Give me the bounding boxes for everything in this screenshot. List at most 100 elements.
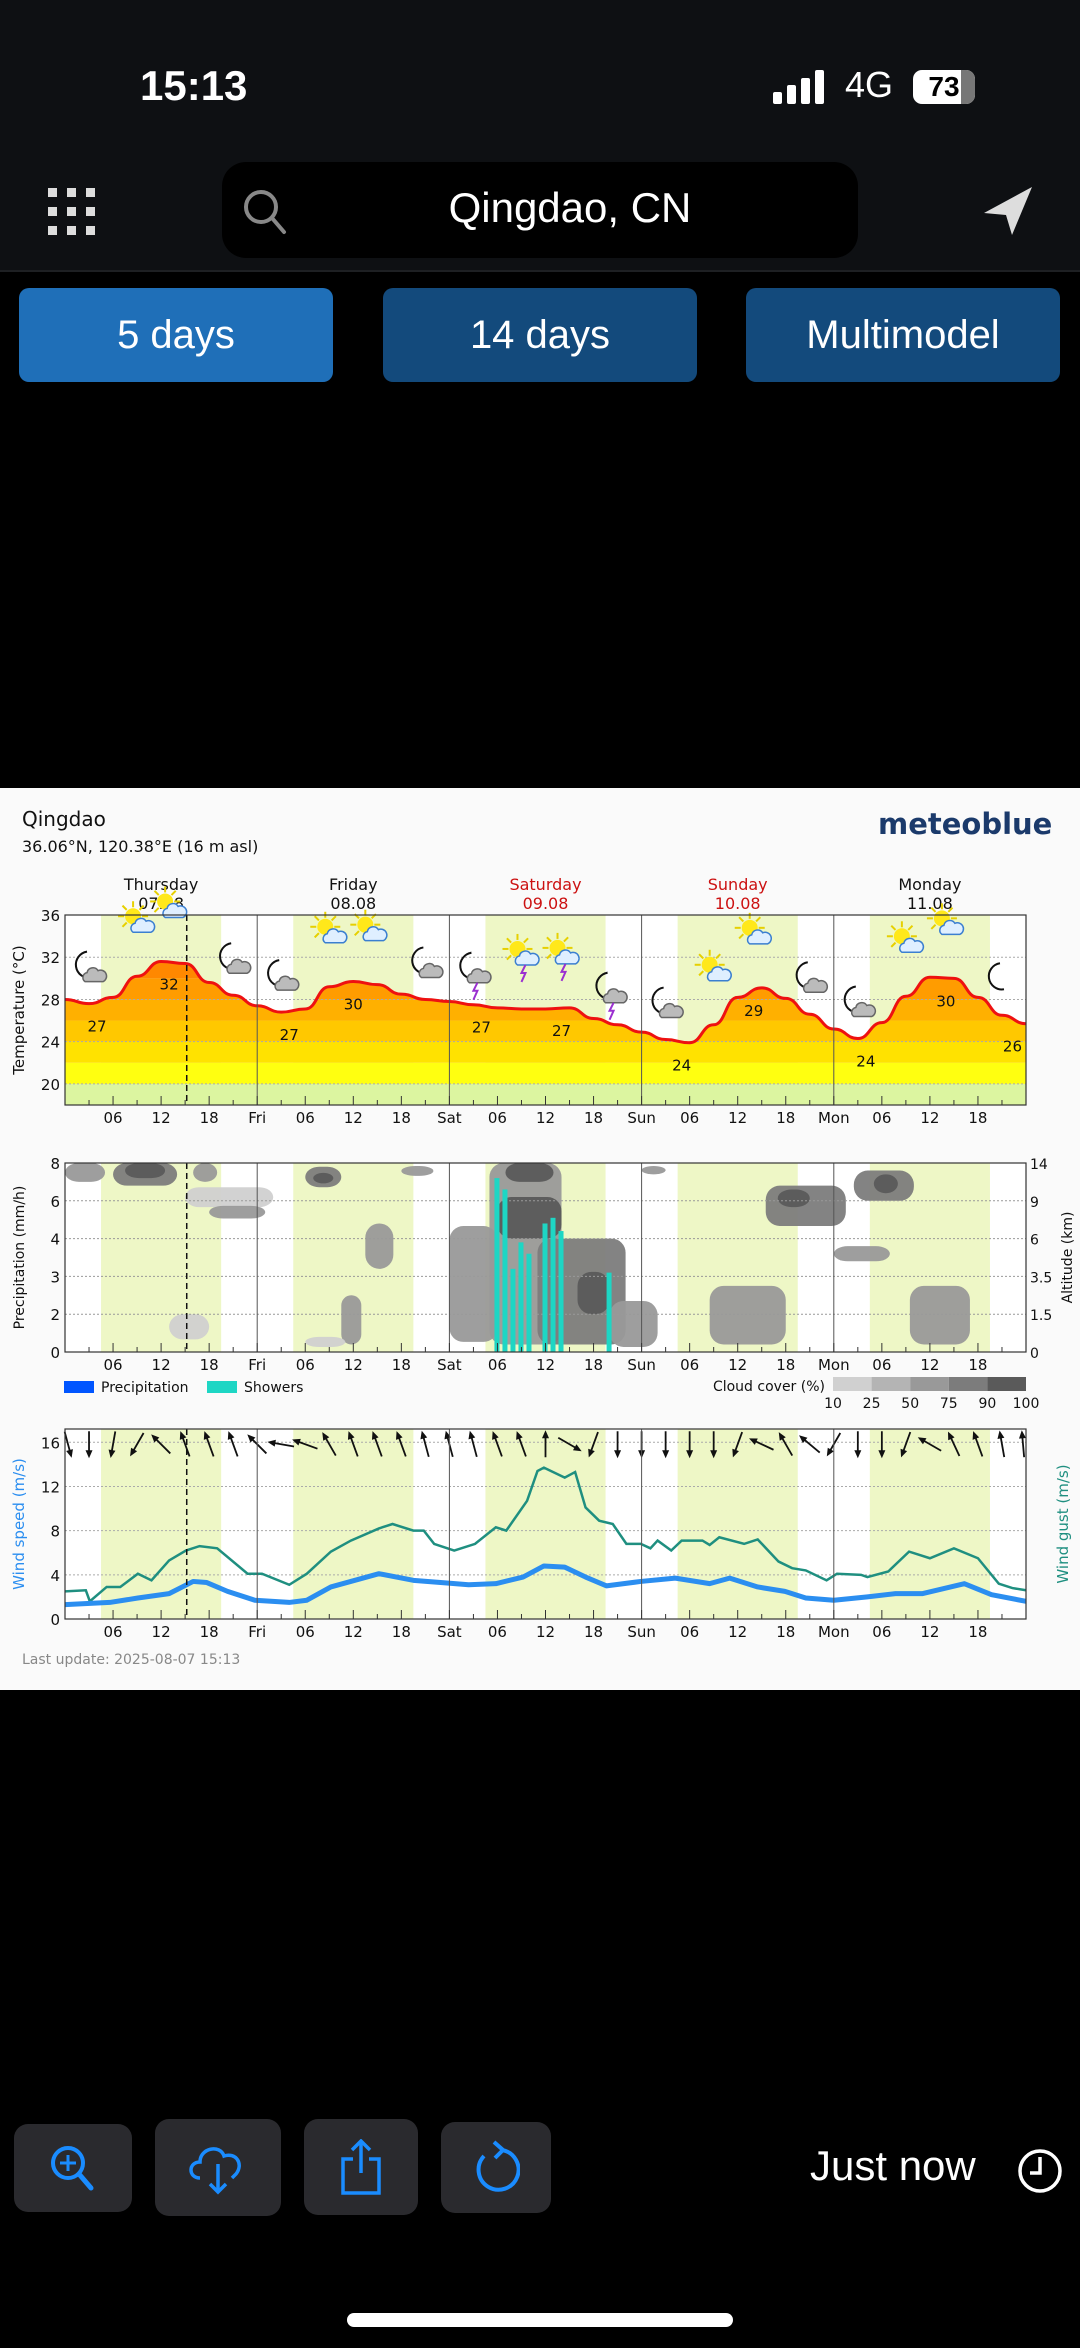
arrow-head (878, 1450, 886, 1459)
wind-x-tick-label: 06 (104, 1623, 123, 1641)
sun-cloud-icon (926, 903, 965, 936)
arrow-head (572, 1444, 582, 1452)
sun-ray (313, 932, 320, 939)
wind-direction-arrow (322, 1432, 337, 1456)
wind-direction-arrow (557, 1436, 582, 1452)
cloud-shape (226, 958, 252, 974)
cloud-shape (899, 937, 925, 954)
temp-x-tick-label: 18 (200, 1109, 219, 1127)
day-date: 08.08 (330, 894, 376, 913)
wind-direction-arrow (799, 1435, 821, 1454)
wind-direction-arrow (492, 1431, 503, 1457)
location-text: Qingdao, CN (448, 184, 692, 231)
wind-direction-arrow (686, 1431, 694, 1459)
shower-bar (558, 1231, 564, 1352)
wind-direction-arrow (1018, 1430, 1026, 1458)
wind-direction-arrow (108, 1431, 117, 1459)
precip-x-tick-label: Fri (248, 1356, 266, 1374)
search-icon (244, 190, 286, 234)
refresh-button[interactable] (441, 2122, 551, 2213)
location-search-input[interactable]: Qingdao, CN (222, 162, 858, 258)
sun-cloud-icon (734, 912, 772, 945)
arrow-head (203, 1431, 211, 1440)
temp-x-tick-label: 12 (152, 1109, 171, 1127)
day-name: Thursday (123, 875, 198, 894)
zoom-in-button[interactable] (14, 2124, 132, 2212)
temp-x-tick-label: 12 (536, 1109, 555, 1127)
sun-ray (153, 890, 160, 896)
precip-x-tick-label: 18 (392, 1356, 411, 1374)
arrow-head (151, 1434, 160, 1443)
day-date: 09.08 (523, 894, 569, 913)
download-button[interactable] (155, 2119, 281, 2216)
temp-x-tick-label: Mon (818, 1109, 850, 1127)
sun-ray (738, 933, 745, 940)
sun-ray (121, 921, 128, 928)
moon-cloud-icon (651, 986, 684, 1019)
arrow-head (614, 1450, 622, 1459)
sun-ray (930, 923, 937, 930)
tab-multimodel[interactable]: Multimodel (746, 288, 1060, 382)
sun-cloud-icon (886, 921, 925, 954)
arrow-head (778, 1432, 786, 1441)
wind-x-tick-label: 18 (584, 1623, 603, 1641)
temperature-label: 24 (856, 1053, 875, 1071)
cloud-shape (706, 966, 732, 982)
tab-14-days[interactable]: 14 days (383, 288, 697, 382)
cloud-shape (939, 919, 965, 936)
location-arrow-icon[interactable] (982, 185, 1034, 237)
arrow-head (130, 1447, 138, 1457)
lightning-bolt (559, 963, 568, 982)
clock-icon[interactable] (1016, 2147, 1064, 2195)
sun-ray (523, 937, 529, 944)
arrow-head (854, 1450, 862, 1459)
cloud-cover-patch (341, 1295, 362, 1345)
wind-y-tick-label: 4 (50, 1567, 60, 1585)
temperature-label: 29 (744, 1002, 763, 1020)
temp-x-tick-label: 06 (680, 1109, 699, 1127)
moon-cloud-icon (74, 950, 108, 983)
precip-x-tick-label: 18 (776, 1356, 795, 1374)
arrow-head (686, 1450, 694, 1459)
cloud-cover-patch (833, 1246, 890, 1262)
sun-ray (698, 970, 705, 977)
share-button[interactable] (304, 2119, 418, 2215)
arrow-head (420, 1430, 428, 1440)
arrow-head (826, 1447, 834, 1457)
precip-y-tick-label: 0 (50, 1344, 60, 1362)
cloud-shape (746, 929, 772, 945)
cloud-shape (362, 926, 388, 942)
meteogram[interactable]: Qingdao 36.06°N, 120.38°E (16 m asl) met… (0, 788, 1080, 1690)
arrow-head (972, 1431, 980, 1440)
wind-direction-arrow (130, 1432, 145, 1457)
sun-ray (506, 937, 512, 944)
cloud-cover-swatch (833, 1377, 872, 1391)
temperature-label: 30 (936, 992, 955, 1010)
temp-x-tick-label: 18 (584, 1109, 603, 1127)
precip-y-tick-label: 6 (50, 1193, 60, 1211)
tab-5-days[interactable]: 5 days (19, 288, 333, 382)
temp-x-tick-label: 18 (968, 1109, 987, 1127)
chart-coordinates: 36.06°N, 120.38°E (16 m asl) (22, 837, 258, 856)
wind-y-tick-label: 16 (41, 1434, 60, 1452)
wind-x-tick-label: 18 (200, 1623, 219, 1641)
precip-y-tick-label: 2 (50, 1306, 60, 1324)
temp-y-tick-label: 32 (41, 949, 60, 967)
arrow-head (900, 1448, 908, 1458)
temp-band (65, 1020, 1026, 1042)
precip-x-tick-label: 06 (488, 1356, 507, 1374)
wind-direction-arrow (420, 1430, 430, 1458)
day-date: 11.08 (907, 894, 953, 913)
lightning-bolt (607, 1002, 616, 1021)
cloud-download-icon (189, 2146, 241, 2194)
precip-x-tick-label: Sat (437, 1356, 462, 1374)
wind-speed-line (64, 1563, 1027, 1608)
cloud-cover-swatch (871, 1377, 911, 1391)
wind-x-tick-label: 12 (536, 1623, 555, 1641)
precip-x-tick-label: 06 (872, 1356, 891, 1374)
home-indicator[interactable] (347, 2313, 733, 2327)
wind-direction-arrow (749, 1438, 774, 1451)
grid-icon[interactable] (48, 188, 98, 238)
meteoblue-logo: meteoblue (878, 807, 1052, 841)
wind-direction-arrow (63, 1431, 73, 1458)
